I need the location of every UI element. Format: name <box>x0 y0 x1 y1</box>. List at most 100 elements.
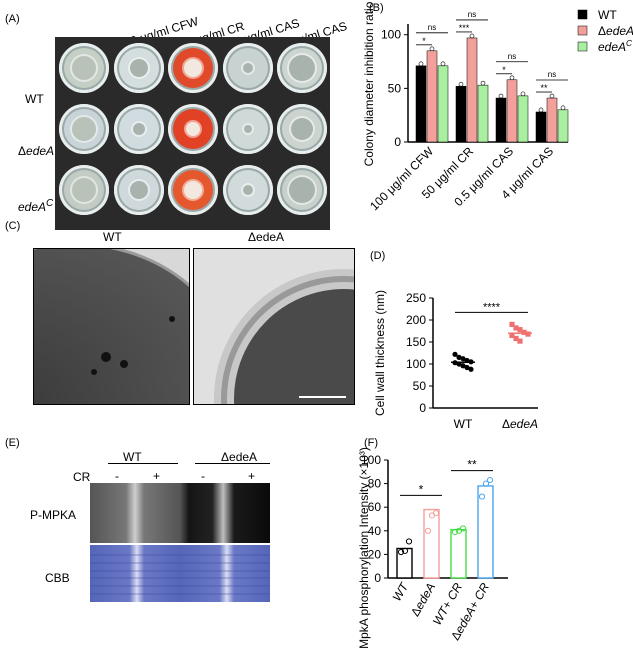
y-tick-label: 0 <box>419 401 426 415</box>
y-axis-title: Cell wall thickness (nm) <box>373 290 387 416</box>
data-point <box>405 538 413 545</box>
bar-WT <box>415 65 427 143</box>
data-point <box>468 366 474 372</box>
y-tick-label: 80 <box>368 477 382 491</box>
data-point <box>513 335 519 342</box>
y-tick-label: 60 <box>368 500 382 514</box>
y-tick-label: 100 <box>406 357 426 371</box>
data-point <box>517 327 523 333</box>
legend-label: WT <box>598 8 617 22</box>
cr-mark-1: - <box>115 469 119 483</box>
y-tick-label: 0 <box>394 135 401 149</box>
y-axis-title: Colony diameter inhibition ratio (%) <box>362 0 376 166</box>
y-tick-label: 150 <box>406 335 426 349</box>
bar <box>423 508 440 579</box>
data-point <box>456 354 462 360</box>
fungal-colony <box>291 118 313 140</box>
bar-WT <box>455 85 467 143</box>
fungal-colony <box>289 177 315 203</box>
fungal-colony <box>242 185 253 195</box>
fungal-colony <box>72 178 96 202</box>
fungal-colony <box>242 63 253 73</box>
agar-plate <box>277 165 327 215</box>
bar-edeA^C <box>517 95 529 143</box>
data-point <box>397 548 405 556</box>
cr-mark-3: - <box>201 469 205 483</box>
bar-ΔedeA <box>426 50 438 143</box>
data-point <box>520 91 526 97</box>
data-point <box>459 525 467 532</box>
fungal-colony <box>184 59 202 77</box>
panel-a-label: (A) <box>5 13 20 25</box>
bar-edeA^C <box>437 65 449 143</box>
cr-mark-4: + <box>248 469 256 483</box>
y-tick-label: 100 <box>361 453 381 467</box>
cr-label: CR <box>73 470 91 484</box>
significance-label: ns <box>468 10 476 19</box>
y-axis-title: MpkA phosphorylation Intensity (×10³) <box>357 447 371 649</box>
agar-plate <box>168 104 218 154</box>
x-tick-label: 100 μg/ml CFW <box>367 144 436 213</box>
y-tick-label: 250 <box>406 291 426 305</box>
fungal-colony <box>72 117 96 141</box>
gene-label: ΔedeA <box>598 24 633 38</box>
gene-label: ΔedeA <box>502 417 538 431</box>
agar-plate <box>113 104 164 154</box>
bar-WT <box>535 111 547 143</box>
panel-d-label: (D) <box>370 250 386 262</box>
blot-group-wt: WT <box>123 450 142 464</box>
agar-plate <box>277 104 327 154</box>
agar-plate <box>59 43 109 93</box>
y-tick-label: 50 <box>413 379 427 393</box>
data-point <box>460 356 466 362</box>
em-image-mutant <box>193 248 355 405</box>
data-point <box>464 364 470 371</box>
blot-label-pmpka: P-MPKA <box>30 508 77 522</box>
bar <box>477 485 494 579</box>
gene-label: edeAC <box>598 38 633 54</box>
y-tick-label: 0 <box>374 571 381 585</box>
y-tick-label: 50 <box>388 81 402 95</box>
bar-ΔedeA <box>466 37 478 143</box>
data-point <box>486 476 494 484</box>
panel-c-label: (C) <box>5 220 21 232</box>
legend-swatch <box>577 25 588 36</box>
x-tick-label: WT <box>454 417 473 431</box>
significance-label: ns <box>428 23 436 32</box>
western-blot <box>90 483 270 543</box>
em-micrograph-mutant <box>194 249 354 404</box>
data-point <box>480 80 486 86</box>
agar-plate <box>59 165 109 215</box>
bar-ΔedeA <box>546 97 558 143</box>
fungal-colony <box>129 181 148 199</box>
significance-label: * <box>502 65 506 75</box>
bar <box>450 528 467 579</box>
significance-label: *** <box>459 23 470 33</box>
fungal-colony <box>129 59 148 77</box>
significance-label: ** <box>540 83 548 93</box>
significance-label: * <box>419 482 424 496</box>
legend-swatch <box>577 41 588 52</box>
em-image-wt <box>33 248 190 405</box>
data-point <box>469 33 475 39</box>
panel-d-chart: 0 50 100 150 200 250 Cell wall thickness (nm) W… <box>373 290 538 431</box>
agar-plate <box>222 104 273 154</box>
data-point <box>509 75 515 81</box>
wt-group-line <box>108 463 178 464</box>
agar-plate <box>168 43 218 93</box>
fungal-colony <box>243 125 252 133</box>
fungal-colony <box>186 122 200 136</box>
blot-label-cbb: CBB <box>45 571 70 585</box>
bar-edeA^C <box>557 109 569 143</box>
data-point <box>498 93 504 99</box>
data-point <box>440 61 446 67</box>
significance-label: **** <box>483 301 501 313</box>
data-point <box>460 363 466 369</box>
data-point <box>429 46 435 52</box>
data-point <box>509 321 515 327</box>
em-micrograph-wt <box>34 249 189 404</box>
panel-b-label: (B) <box>369 2 384 14</box>
data-point <box>549 93 555 99</box>
data-point <box>478 493 486 500</box>
